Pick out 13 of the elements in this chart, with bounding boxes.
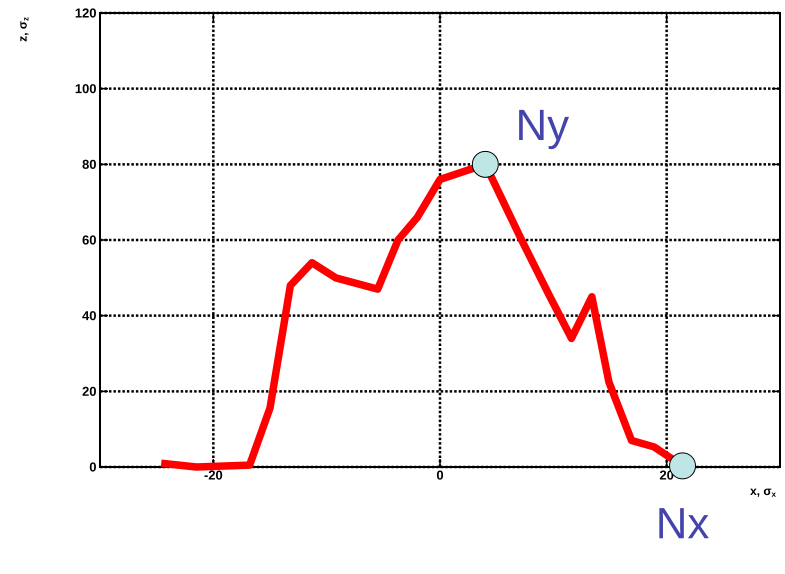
y-tick-label: 60 <box>82 235 96 245</box>
x-tick-label: 0 <box>436 470 444 480</box>
x-axis-title: x, σ$_{x}$ <box>750 488 776 497</box>
y-tick-label: 100 <box>76 84 96 94</box>
annotation: Nx <box>659 508 709 538</box>
y-tick-label: 40 <box>82 311 96 320</box>
y-axis-title: z, σ$_{z}$ <box>20 17 28 42</box>
annotation: Ny <box>519 110 570 150</box>
y-tick-label: 80 <box>82 160 96 169</box>
y-tick-label: 20 <box>82 386 96 396</box>
y-tick-label: 0 <box>90 462 96 472</box>
y-tick-label: 120 <box>76 8 96 18</box>
x-tick-label: -20 <box>204 470 222 480</box>
